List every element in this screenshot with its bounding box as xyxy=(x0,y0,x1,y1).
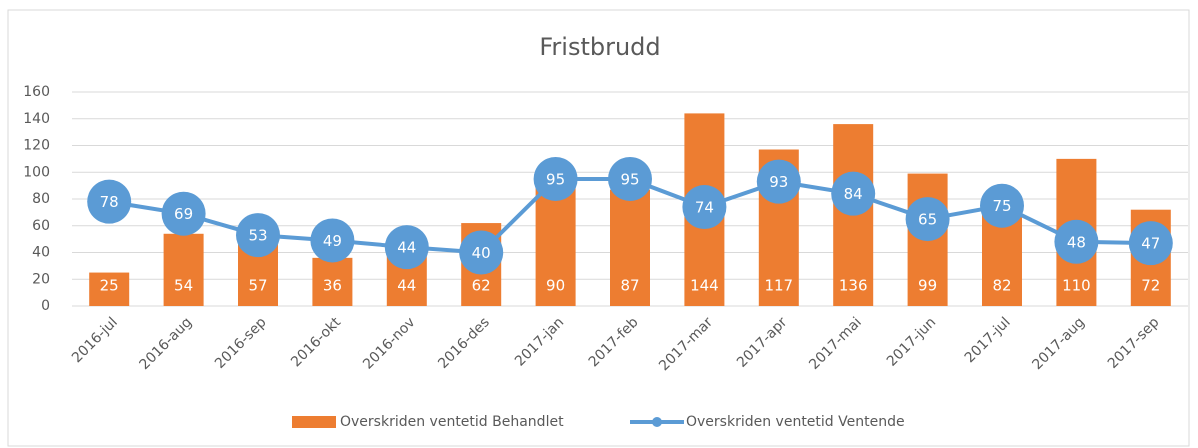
line-value-label: 53 xyxy=(248,227,267,245)
line-value-label: 84 xyxy=(844,185,863,203)
line-marker xyxy=(236,213,280,258)
line-value-label: 78 xyxy=(100,193,119,211)
bar-value-label: 110 xyxy=(1062,277,1091,295)
y-tick-label: 20 xyxy=(32,271,50,287)
bar-value-label: 90 xyxy=(546,277,565,295)
bar-value-label: 57 xyxy=(248,277,267,295)
line-marker xyxy=(682,185,727,230)
line-marker xyxy=(87,179,132,224)
bar-value-label: 62 xyxy=(472,277,491,295)
bar-value-label: 87 xyxy=(620,277,639,295)
y-tick-label: 100 xyxy=(23,164,50,180)
bar-value-label: 82 xyxy=(992,277,1011,295)
y-tick-label: 140 xyxy=(23,111,50,127)
y-tick-label: 60 xyxy=(32,218,50,234)
bar xyxy=(610,189,650,306)
legend-swatch-marker xyxy=(652,417,662,427)
bar xyxy=(89,272,130,306)
line-value-label: 74 xyxy=(695,199,714,217)
y-tick-label: 160 xyxy=(23,84,50,100)
bar xyxy=(312,257,353,306)
line-value-label: 95 xyxy=(546,170,565,188)
legend-label: Overskriden ventetid Ventende xyxy=(686,414,905,430)
line-marker xyxy=(384,225,429,270)
bar-value-label: 36 xyxy=(323,277,342,295)
bar-value-label: 136 xyxy=(839,277,868,295)
legend-swatch xyxy=(292,416,336,428)
line-marker xyxy=(459,230,504,275)
line-value-label: 47 xyxy=(1141,235,1160,253)
line-marker xyxy=(980,183,1024,228)
bar xyxy=(535,185,576,306)
legend-label: Overskriden ventetid Behandlet xyxy=(340,414,564,430)
chart-title: Fristbrudd xyxy=(539,33,660,61)
y-tick-label: 80 xyxy=(32,191,50,207)
y-tick-label: 120 xyxy=(23,138,50,154)
bar-value-label: 117 xyxy=(764,277,793,295)
bar xyxy=(163,233,204,306)
line-marker xyxy=(905,197,950,242)
bar-value-label: 54 xyxy=(174,277,193,295)
line-value-label: 75 xyxy=(992,197,1011,215)
line-value-label: 95 xyxy=(620,170,639,188)
line-value-label: 44 xyxy=(397,239,416,257)
y-tick-label: 0 xyxy=(41,298,50,314)
line-value-label: 69 xyxy=(174,205,193,223)
line-marker xyxy=(1054,219,1099,264)
line-marker xyxy=(756,159,801,204)
line-marker xyxy=(161,191,206,236)
line-value-label: 40 xyxy=(472,244,491,262)
line-marker xyxy=(608,156,652,201)
y-tick-label: 40 xyxy=(32,245,50,261)
line-marker xyxy=(831,171,876,216)
line-marker xyxy=(533,156,578,201)
bar-value-label: 25 xyxy=(100,277,119,295)
line-value-label: 93 xyxy=(769,173,788,191)
bar-value-label: 99 xyxy=(918,277,937,295)
line-marker xyxy=(310,218,355,263)
bar-value-label: 44 xyxy=(397,277,416,295)
bar-value-label: 72 xyxy=(1141,277,1160,295)
line-marker xyxy=(1128,221,1173,266)
line-value-label: 48 xyxy=(1067,233,1086,251)
bar-value-label: 144 xyxy=(690,277,719,295)
line-value-label: 65 xyxy=(918,211,937,229)
line-value-label: 49 xyxy=(323,232,342,250)
